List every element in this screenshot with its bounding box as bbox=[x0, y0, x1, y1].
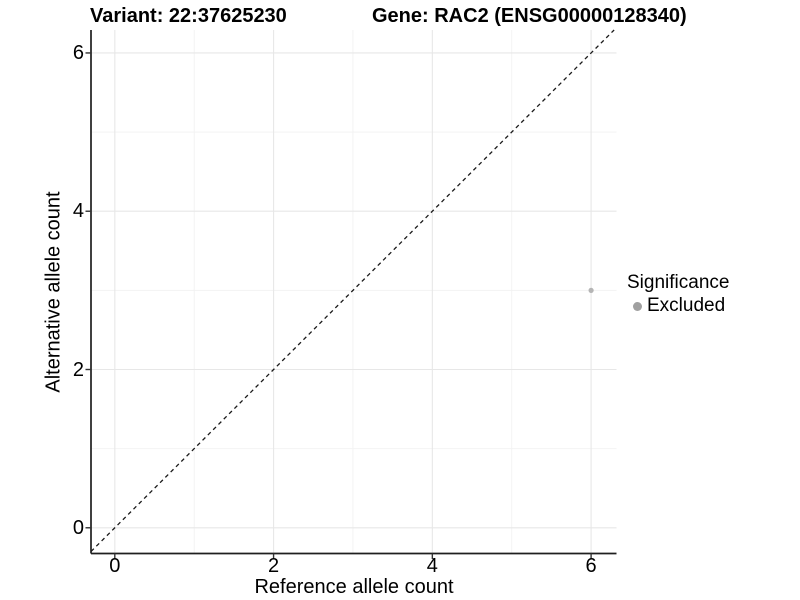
x-axis-title: Reference allele count bbox=[254, 576, 454, 598]
y-axis-title: Alternative allele count bbox=[42, 191, 65, 393]
legend-entry-excluded: Excluded bbox=[633, 295, 729, 317]
legend-entry-label: Excluded bbox=[647, 295, 726, 316]
legend-key-dot-icon bbox=[633, 301, 642, 311]
identity-line bbox=[90, 29, 615, 552]
y-tick-label: 2 bbox=[72, 358, 84, 381]
gene-title: Gene: RAC2 (ENSG00000128340) bbox=[372, 5, 687, 27]
variant-title: Variant: 22:37625230 bbox=[90, 5, 287, 27]
x-tick-label: 0 bbox=[109, 555, 121, 577]
y-tick-label: 6 bbox=[72, 41, 84, 64]
x-tick-label: 4 bbox=[426, 555, 438, 577]
legend-title: Significance bbox=[627, 272, 730, 293]
y-tick-label: 4 bbox=[72, 200, 84, 223]
x-tick-label: 6 bbox=[585, 555, 597, 577]
data-point bbox=[588, 287, 594, 293]
y-tick-label: 0 bbox=[72, 516, 84, 539]
x-tick-label: 2 bbox=[268, 555, 280, 577]
legend: Significance Excluded bbox=[627, 272, 729, 317]
